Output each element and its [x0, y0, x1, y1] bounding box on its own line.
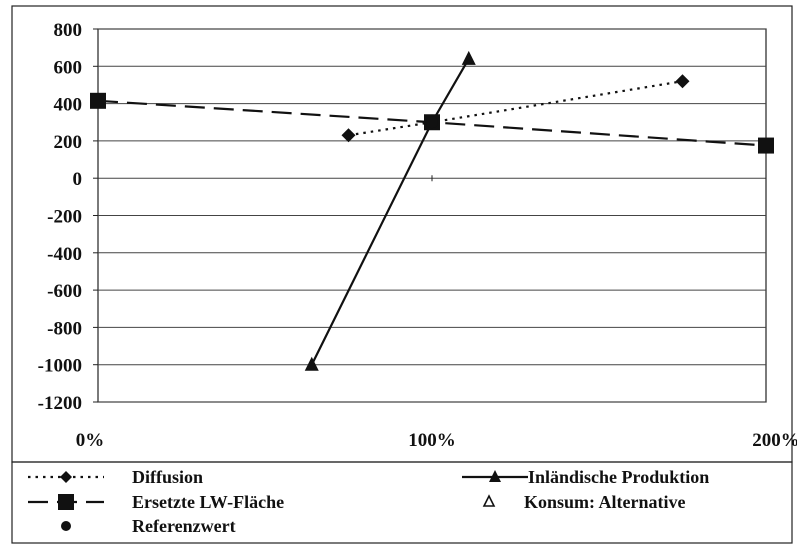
- y-axis: 800 600 400 200 0 -200 -400 -600 -800 -1000 -1200: [38, 20, 98, 414]
- circle-marker: [61, 521, 71, 531]
- chart-border: [11, 5, 793, 463]
- legend-item: Ersetzte LW-Fläche: [28, 492, 284, 512]
- legend-item: Inländische Produktion: [462, 467, 709, 487]
- series-layer: [90, 50, 774, 371]
- y-tick-label: -200: [47, 207, 82, 228]
- legend-label: Inländische Produktion: [528, 467, 709, 487]
- diamond-marker: [675, 74, 690, 89]
- triangle-marker: [304, 356, 319, 371]
- series-referenzwert: [426, 116, 438, 129]
- legend-item: Konsum: Alternative: [482, 492, 686, 512]
- triangle-marker: [461, 50, 476, 65]
- x-tick-label: 200%: [752, 430, 797, 451]
- y-tick-label: 200: [54, 132, 83, 153]
- diamond-marker: [60, 471, 72, 483]
- diamond-marker: [341, 128, 356, 143]
- y-tick-label: 0: [73, 169, 83, 190]
- y-tick-label: 600: [54, 57, 83, 78]
- legend-border: [11, 461, 793, 544]
- y-tick-label: -400: [47, 244, 82, 265]
- legend-label: Ersetzte LW-Fläche: [132, 492, 284, 512]
- x-axis: 0% 100% 200%: [76, 175, 797, 451]
- x-tick-label: 0%: [76, 430, 105, 451]
- series-line: [310, 58, 470, 366]
- y-tick-label: -600: [47, 281, 82, 302]
- y-tick-label: 400: [54, 95, 83, 116]
- series-inländische-produktion: [304, 50, 476, 371]
- legend: Diffusion Inländische Produktion Ersetzte …: [28, 467, 709, 536]
- triangle-marker: [489, 470, 501, 482]
- y-tick-label: -800: [47, 318, 82, 339]
- grid-lines: [98, 28, 766, 403]
- y-tick-label: 800: [54, 20, 83, 41]
- legend-label: Referenzwert: [132, 516, 236, 536]
- square-marker: [758, 137, 774, 154]
- square-marker: [90, 92, 106, 109]
- square-marker: [58, 494, 74, 510]
- legend-label: Diffusion: [132, 467, 203, 487]
- y-tick-label: -1000: [38, 356, 82, 377]
- x-tick-label: 100%: [408, 430, 456, 451]
- legend-item: Referenzwert: [61, 516, 236, 536]
- series-diffusion: [341, 74, 690, 143]
- y-tick-label: -1200: [38, 393, 82, 414]
- plot-frame: [11, 5, 793, 544]
- legend-label: Konsum: Alternative: [524, 492, 686, 512]
- circle-marker: [426, 116, 438, 129]
- legend-item: Diffusion: [28, 467, 203, 487]
- open-triangle-marker: [482, 494, 496, 507]
